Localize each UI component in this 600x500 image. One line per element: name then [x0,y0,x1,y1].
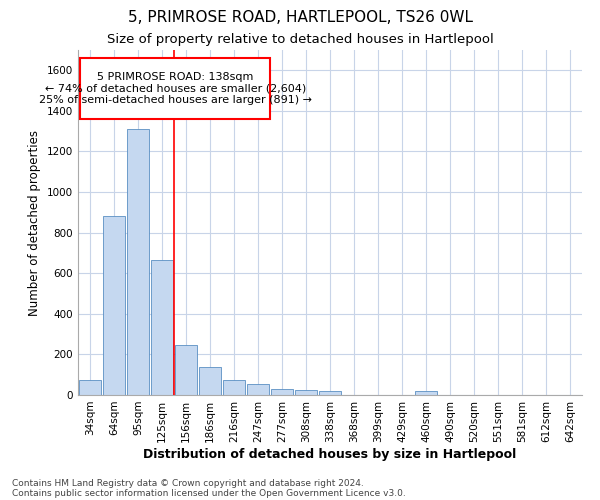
Text: Contains public sector information licensed under the Open Government Licence v3: Contains public sector information licen… [12,488,406,498]
Text: 5, PRIMROSE ROAD, HARTLEPOOL, TS26 0WL: 5, PRIMROSE ROAD, HARTLEPOOL, TS26 0WL [128,10,473,25]
Bar [103,216,125,395]
Y-axis label: Number of detached properties: Number of detached properties [28,130,41,316]
Bar [247,384,269,395]
Text: Size of property relative to detached houses in Hartlepool: Size of property relative to detached ho… [107,32,493,46]
Text: Contains HM Land Registry data © Crown copyright and database right 2024.: Contains HM Land Registry data © Crown c… [12,478,364,488]
Bar [319,391,341,395]
X-axis label: Distribution of detached houses by size in Hartlepool: Distribution of detached houses by size … [143,448,517,460]
Bar [271,389,293,395]
FancyBboxPatch shape [80,58,270,119]
Bar [79,380,101,395]
Bar [127,129,149,395]
Bar [223,380,245,395]
Bar [199,366,221,395]
Bar [175,346,197,395]
Bar [295,390,317,395]
Bar [415,391,437,395]
Bar [151,260,173,395]
Text: 5 PRIMROSE ROAD: 138sqm
← 74% of detached houses are smaller (2,604)
25% of semi: 5 PRIMROSE ROAD: 138sqm ← 74% of detache… [38,72,312,105]
